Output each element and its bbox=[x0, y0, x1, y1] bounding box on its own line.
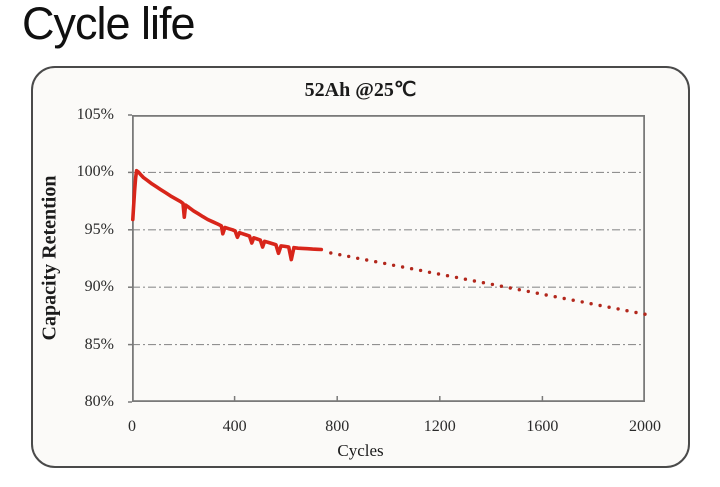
projected-dot bbox=[490, 282, 495, 287]
projected-dot bbox=[634, 310, 638, 315]
y-tick-label: 105% bbox=[76, 106, 114, 123]
projected-dot bbox=[580, 300, 584, 304]
projected-dot bbox=[526, 289, 530, 294]
projected-dot bbox=[329, 251, 333, 255]
measured-curve bbox=[131, 168, 324, 262]
x-tick-label: 1200 bbox=[423, 418, 456, 435]
projected-dot bbox=[338, 253, 342, 257]
projected-dot bbox=[499, 284, 504, 288]
y-tick-label: 90% bbox=[84, 278, 114, 296]
projected-dot bbox=[454, 275, 459, 280]
chart-panel: 52Ah @25℃ Capacity Retention 105% 100% 95%… bbox=[31, 66, 690, 468]
projected-dot bbox=[400, 265, 405, 269]
y-tick-label: 95% bbox=[84, 220, 114, 238]
projected-dot bbox=[356, 256, 360, 260]
projected-dot bbox=[508, 286, 512, 290]
projected-dot bbox=[347, 254, 351, 259]
y-tick-label: 100% bbox=[76, 163, 114, 181]
projected-dot bbox=[607, 305, 611, 309]
x-tick-label: 800 bbox=[325, 418, 350, 435]
projected-dot bbox=[374, 260, 378, 264]
projected-dot bbox=[517, 288, 521, 292]
y-tick-label: 80% bbox=[84, 393, 114, 410]
x-tick-label: 2000 bbox=[629, 418, 661, 435]
projected-dot bbox=[571, 298, 575, 302]
projected-dot bbox=[544, 293, 548, 297]
projected-dot bbox=[589, 302, 593, 306]
y-axis-title: Capacity Retention bbox=[38, 175, 61, 341]
projected-dot bbox=[391, 263, 396, 267]
projected-dot bbox=[562, 296, 566, 301]
x-axis-title: Cycles bbox=[337, 441, 384, 460]
projected-dot bbox=[535, 291, 539, 295]
x-tick-label: 0 bbox=[128, 418, 136, 435]
chart-title: 52Ah @25℃ bbox=[304, 79, 417, 101]
projected-dot bbox=[436, 272, 441, 276]
x-tick-label: 1600 bbox=[526, 418, 559, 435]
projected-dot bbox=[472, 279, 477, 283]
projected-dot bbox=[383, 261, 387, 266]
y-tick-label: 85% bbox=[84, 335, 114, 353]
cycle-life-chart bbox=[128, 114, 647, 403]
projected-dot bbox=[418, 268, 423, 273]
plot-frame bbox=[131, 114, 646, 403]
projected-dot bbox=[445, 274, 450, 278]
plot-area bbox=[128, 114, 647, 403]
page-title: Cycle life bbox=[22, 0, 196, 49]
projected-dot bbox=[643, 312, 647, 316]
projected-dot bbox=[463, 277, 468, 281]
projected-dot bbox=[625, 309, 629, 313]
projected-dot bbox=[553, 295, 557, 299]
projected-dot bbox=[427, 270, 432, 274]
x-tick-label: 400 bbox=[222, 418, 247, 435]
projected-dot bbox=[598, 303, 602, 308]
projected-dot bbox=[481, 281, 486, 285]
projected-dot bbox=[365, 258, 369, 262]
projected-dot bbox=[616, 307, 620, 311]
projected-dot bbox=[409, 267, 414, 271]
